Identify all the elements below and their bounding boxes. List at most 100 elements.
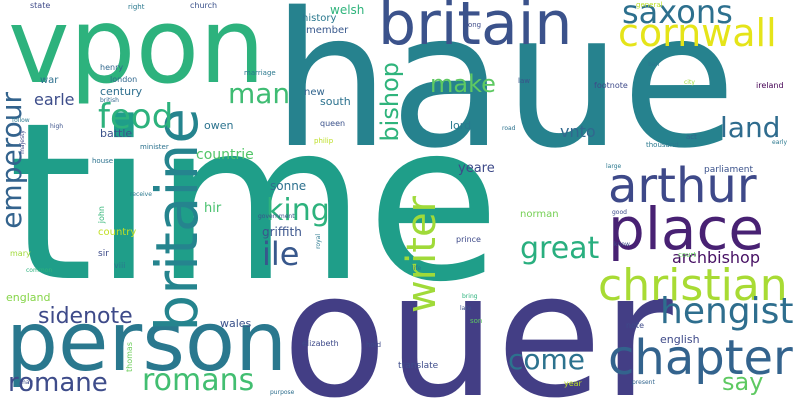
cloud-word-philip: philip bbox=[314, 137, 334, 145]
cloud-word-city: city bbox=[684, 79, 695, 86]
cloud-word-house: house bbox=[92, 157, 114, 165]
cloud-word-emperour: emperour bbox=[0, 92, 28, 229]
cloud-word-london: london bbox=[110, 75, 138, 84]
cloud-word-year: year bbox=[564, 379, 582, 388]
cloud-word-feod: feod bbox=[98, 97, 174, 137]
cloud-word-ouer: ouer bbox=[282, 235, 673, 400]
cloud-word-come: come bbox=[508, 343, 586, 376]
cloud-word-history: history bbox=[302, 13, 337, 24]
cloud-word-war: war bbox=[40, 75, 59, 86]
cloud-word-christian: christian bbox=[598, 260, 788, 311]
cloud-word-minister: minister bbox=[140, 143, 169, 151]
cloud-word-court: court bbox=[678, 251, 697, 259]
cloud-word-act: act bbox=[686, 133, 697, 141]
cloud-word-high: high bbox=[50, 123, 64, 130]
cloud-word-long: long bbox=[466, 21, 482, 29]
cloud-word-sonne: sonne bbox=[270, 179, 307, 193]
cloud-word-sir: sir bbox=[98, 249, 109, 259]
cloud-word-parliament: parliament bbox=[704, 165, 753, 175]
cloud-word-lord: lord bbox=[450, 119, 472, 132]
cloud-word-henry: henry bbox=[100, 63, 124, 72]
cloud-word-common: common bbox=[26, 267, 53, 274]
cloud-word-law: law bbox=[518, 77, 530, 85]
cloud-word-royal: royal bbox=[315, 234, 322, 249]
cloud-word-hengist: hengist bbox=[660, 291, 794, 332]
cloud-word-marriage: marriage bbox=[244, 69, 276, 77]
cloud-word-good: good bbox=[612, 209, 627, 216]
cloud-word-griffith: griffith bbox=[262, 225, 302, 239]
cloud-word-place: place bbox=[608, 195, 765, 263]
cloud-word-viii: viii bbox=[114, 261, 126, 270]
cloud-word-church: church bbox=[190, 1, 218, 10]
cloud-word-romane: romane bbox=[8, 368, 108, 398]
cloud-word-earle: earle bbox=[34, 90, 75, 109]
cloud-word-vpon: vpon bbox=[8, 0, 266, 107]
cloud-word-man: man bbox=[228, 77, 291, 110]
cloud-word-receive: receive bbox=[130, 191, 152, 198]
cloud-word-make: make bbox=[430, 70, 496, 98]
cloud-word-thomas: thomas bbox=[125, 342, 134, 372]
cloud-word-present: present bbox=[632, 379, 655, 386]
cloud-word-purpose: purpose bbox=[270, 389, 295, 396]
cloud-word-hir: hir bbox=[204, 201, 222, 216]
cloud-word-ban: ban bbox=[648, 61, 660, 68]
cloud-word-writer: writer bbox=[399, 196, 445, 314]
cloud-word-britaine: britaine bbox=[143, 108, 211, 332]
cloud-word-king: king bbox=[266, 193, 330, 228]
cloud-word-bishop: bishop bbox=[376, 62, 404, 142]
cloud-word-archbishop: archbishop bbox=[672, 248, 760, 267]
cloud-word-member: member bbox=[306, 25, 349, 36]
cloud-word-early: early bbox=[772, 139, 788, 146]
cloud-word-know: know bbox=[614, 241, 630, 248]
cloud-word-romans: romans bbox=[142, 363, 255, 398]
cloud-word-footnote: footnote bbox=[594, 81, 628, 90]
cloud-word-large: large bbox=[606, 163, 622, 170]
cloud-word-yeare: yeare bbox=[458, 161, 495, 176]
cloud-word-south: south bbox=[320, 95, 351, 108]
cloud-word-life: life bbox=[412, 265, 422, 272]
cloud-word-sidenote: sidenote bbox=[38, 304, 133, 329]
cloud-word-cornwall: cornwall bbox=[618, 11, 777, 55]
cloud-word-late: late bbox=[460, 305, 472, 312]
cloud-word-bring: bring bbox=[462, 293, 478, 300]
cloud-word-may: may bbox=[20, 379, 34, 386]
cloud-word-government: government bbox=[258, 213, 295, 220]
cloud-word-arthur: arthur bbox=[608, 158, 757, 214]
cloud-word-vnto: vnto bbox=[560, 122, 596, 141]
cloud-word-countrie: countrie bbox=[196, 147, 254, 163]
cloud-word-translate: translate bbox=[398, 361, 439, 371]
cloud-word-person: person bbox=[6, 295, 288, 390]
cloud-word-state: state bbox=[30, 1, 51, 10]
cloud-word-majesty: majesty bbox=[19, 130, 26, 154]
cloud-word-saxons: saxons bbox=[622, 0, 733, 31]
cloud-word-hold: hold bbox=[366, 341, 382, 349]
cloud-word-haue: haue bbox=[272, 0, 737, 189]
cloud-word-wales: wales bbox=[220, 317, 252, 330]
cloud-word-thousand: thousand bbox=[646, 141, 679, 149]
cloud-word-note: note bbox=[626, 321, 645, 330]
cloud-word-welsh: welsh bbox=[330, 3, 365, 17]
cloud-word-england: england bbox=[6, 291, 51, 304]
cloud-word-battle: battle bbox=[100, 127, 133, 140]
cloud-word-british: british bbox=[100, 97, 119, 104]
cloud-word-road: road bbox=[502, 125, 516, 132]
cloud-word-land: land bbox=[720, 111, 781, 144]
cloud-word-owen: owen bbox=[204, 119, 234, 132]
cloud-word-queen: queen bbox=[320, 119, 346, 128]
cloud-word-ile: ile bbox=[262, 235, 300, 273]
cloud-word-elizabeth: elizabeth bbox=[302, 339, 339, 348]
cloud-word-britain: britain bbox=[378, 0, 573, 59]
cloud-word-right: right bbox=[128, 3, 145, 11]
cloud-word-john: john bbox=[97, 206, 106, 224]
cloud-word-prince: prince bbox=[456, 235, 481, 244]
cloud-word-century: century bbox=[100, 85, 143, 98]
cloud-word-son: son bbox=[470, 317, 483, 325]
cloud-word-chapter: chapter bbox=[608, 330, 793, 386]
cloud-word-general: general bbox=[636, 1, 663, 9]
cloud-word-english: english bbox=[660, 333, 700, 346]
cloud-word-new: new bbox=[304, 87, 325, 98]
cloud-word-ireland: ireland bbox=[756, 81, 784, 90]
cloud-word-time: time bbox=[8, 77, 501, 330]
cloud-word-say: say bbox=[722, 368, 764, 396]
